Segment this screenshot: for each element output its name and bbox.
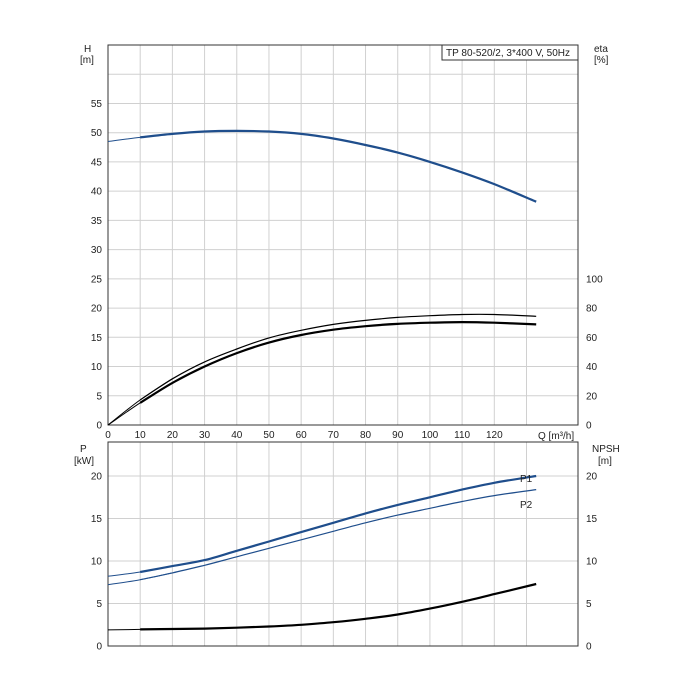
power-chart-ticks: 0 5 10 15 20 0 5 10 15 20 <box>91 472 598 653</box>
head-tick-label: 35 <box>91 216 103 227</box>
chart-title: TP 80-520/2, 3*400 V, 50Hz <box>446 48 570 59</box>
eta-tick-label: 20 <box>586 391 598 402</box>
eta-tick-label: 80 <box>586 304 598 315</box>
npsh-axis-unit: [m] <box>598 456 612 467</box>
power-npsh-chart: 0 5 10 15 20 0 5 10 15 20 P [kW] NPSH [m] P1 P2 <box>74 441 620 653</box>
power-chart-series <box>107 474 537 631</box>
flow-tick-label: 120 <box>486 430 503 441</box>
title-box <box>441 44 579 61</box>
flow-tick-label: 0 <box>105 430 111 441</box>
npsh-axis-label: NPSH <box>592 444 620 455</box>
flow-tick-label: 20 <box>167 430 179 441</box>
flow-axis-label: Q [m³/h] <box>538 431 574 442</box>
eta-tick-label: 0 <box>586 421 592 432</box>
flow-tick-label: 80 <box>360 430 372 441</box>
flow-tick-label: 90 <box>392 430 404 441</box>
head-tick-label: 55 <box>91 99 103 110</box>
head-chart-series <box>107 129 537 426</box>
head-axis-label: H <box>84 44 91 55</box>
p1-curve <box>140 474 537 574</box>
head-tick-label: 30 <box>91 245 103 256</box>
flow-tick-label: 40 <box>231 430 243 441</box>
npsh-tick-label: 0 <box>586 642 592 653</box>
flow-tick-label: 30 <box>199 430 211 441</box>
head-chart-frame <box>107 44 579 426</box>
eta-tick-label: 100 <box>586 274 603 285</box>
power-tick-label: 5 <box>96 599 102 610</box>
power-axis-label: P <box>80 444 87 455</box>
head-tick-label: 40 <box>91 187 103 198</box>
head-tick-label: 20 <box>91 304 103 315</box>
head-tick-label: 5 <box>96 391 102 402</box>
head-chart-grid <box>108 45 578 425</box>
power-tick-label: 20 <box>91 472 103 483</box>
npsh-tick-label: 20 <box>586 472 598 483</box>
power-chart-frame <box>107 441 579 647</box>
eta-tick-label: 40 <box>586 362 598 373</box>
eta-axis-label: eta <box>594 44 608 55</box>
head-tick-label: 50 <box>91 128 103 139</box>
power-tick-label: 10 <box>91 557 103 568</box>
flow-tick-label: 110 <box>454 430 470 441</box>
series-label-p2: P2 <box>520 500 533 511</box>
power-axis-unit: [kW] <box>74 456 94 467</box>
flow-tick-label: 50 <box>263 430 275 441</box>
npsh-curve <box>140 582 537 631</box>
p2-curve <box>140 489 537 581</box>
npsh-tick-label: 5 <box>586 599 592 610</box>
series-label-p1: P1 <box>520 474 533 485</box>
power-tick-label: 0 <box>96 642 102 653</box>
eta-curve-lower <box>139 320 537 404</box>
flow-tick-label: 60 <box>296 430 308 441</box>
flow-tick-label: 100 <box>422 430 439 441</box>
flow-tick-label: 70 <box>328 430 340 441</box>
power-chart-grid <box>108 442 578 646</box>
eta-tick-label: 60 <box>586 333 598 344</box>
eta-curve-upper <box>139 313 537 401</box>
head-axis-unit: [m] <box>80 55 94 66</box>
npsh-tick-label: 15 <box>586 514 598 525</box>
head-curve <box>140 129 537 203</box>
head-tick-label: 10 <box>91 362 103 373</box>
head-chart-ticks: 0 5 10 15 20 25 30 35 40 45 50 55 0 20 40 60 80 100 0 10 20 3… <box>91 99 603 441</box>
head-tick-label: 25 <box>91 274 103 285</box>
head-efficiency-chart: 0 5 10 15 20 25 30 35 40 45 50 55 0 20 40 60 80 100 0 10 20 3… <box>80 44 609 442</box>
eta-axis-unit: [%] <box>594 55 609 66</box>
head-tick-label: 15 <box>91 333 103 344</box>
power-tick-label: 15 <box>91 514 103 525</box>
head-tick-label: 45 <box>91 157 103 168</box>
npsh-tick-label: 10 <box>586 557 598 568</box>
flow-tick-label: 10 <box>135 430 147 441</box>
head-tick-label: 0 <box>96 421 102 432</box>
